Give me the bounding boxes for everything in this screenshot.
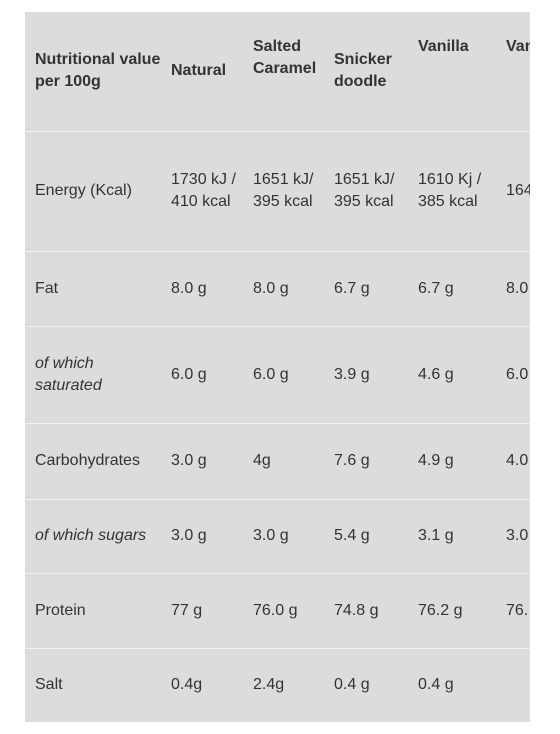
header-nutrient: Nutritional value per 100g [25, 12, 161, 132]
table-cell: 76.2 g [408, 573, 496, 649]
table-cell: 4.9 g [408, 423, 496, 500]
table-cell: 1610 Kj / 385 kcal [408, 131, 496, 252]
table-row: of which saturated 6.0 g 6.0 g 3.9 g 4.6… [25, 326, 530, 424]
table-cell: 0.4 g [334, 676, 370, 694]
nutrition-table-container[interactable]: Nutritional value per 100g Natural Salte… [25, 12, 530, 722]
table-cell: 3.1 g [408, 499, 496, 574]
header-flavor-vanilla-pea: Vanilla Pea [496, 12, 530, 132]
table-row: Carbohydrates 3.0 g 4g 7.6 g 4.9 g 4.0 [25, 423, 530, 500]
table-cell: 74.8 g [324, 573, 408, 649]
table-cell: 164 392 [496, 131, 530, 252]
table-cell: 8.0 [496, 251, 530, 327]
table-cell: 3.0 g [243, 499, 324, 574]
row-label-salt: Salt [35, 676, 63, 694]
header-flavor-salted-caramel: Salted Caramel [243, 12, 324, 132]
table-cell: 3.9 g [324, 326, 408, 424]
table-header-row: Nutritional value per 100g Natural Salte… [25, 12, 530, 132]
header-flavor-natural: Natural [161, 12, 243, 132]
table-cell: 6.0 [496, 326, 530, 424]
table-row: Protein 77 g 76.0 g 74.8 g 76.2 g 76. [25, 573, 530, 649]
table-cell: 4.6 g [408, 326, 496, 424]
table-cell: 76.0 g [243, 573, 324, 649]
table-cell: 8.0 g [243, 251, 324, 327]
table-row: Energy (Kcal) 1730 kJ / 410 kcal 1651 kJ… [25, 131, 530, 252]
table-cell: 3.0 g [161, 499, 243, 574]
table-cell: 3.0 [496, 499, 530, 574]
table-cell [496, 648, 530, 722]
table-cell: 2.4g [253, 676, 285, 694]
table-cell: 0.4g [171, 676, 203, 694]
table-cell: 76. [496, 573, 530, 649]
table-cell: 5.4 g [324, 499, 408, 574]
table-row: Fat 8.0 g 8.0 g 6.7 g 6.7 g 8.0 [25, 251, 530, 327]
table-cell: 7.6 g [324, 423, 408, 500]
row-label-energy: Energy (Kcal) [25, 131, 161, 252]
table-cell: 4g [243, 423, 324, 500]
table-row: Salt 0.4g 2.4g 0.4 g 0.4 g [25, 648, 530, 722]
row-label-fat: Fat [25, 251, 161, 327]
table-cell: 6.7 g [408, 251, 496, 327]
table-cell: 6.7 g [324, 251, 408, 327]
row-label-protein: Protein [25, 573, 161, 649]
row-label-sugars: of which sugars [25, 499, 161, 574]
table-cell: 8.0 g [161, 251, 243, 327]
table-cell: 1651 kJ/ 395 kcal [324, 131, 408, 252]
table-cell: 1651 kJ/ 395 kcal [243, 131, 324, 252]
table-cell: 4.0 [496, 423, 530, 500]
table-cell: 6.0 g [243, 326, 324, 424]
row-label-carbohydrates: Carbohydrates [25, 423, 161, 500]
table-cell: 3.0 g [161, 423, 243, 500]
table-cell: 1730 kJ / 410 kcal [161, 131, 243, 252]
table-row: of which sugars 3.0 g 3.0 g 5.4 g 3.1 g … [25, 499, 530, 574]
row-label-saturated: of which saturated [25, 326, 161, 424]
table-cell: 0.4 g [418, 676, 454, 694]
header-flavor-vanilla: Vanilla [408, 12, 496, 132]
header-flavor-snickerdoodle: Snicker doodle [324, 12, 408, 132]
table-cell: 77 g [161, 573, 243, 649]
nutrition-table: Nutritional value per 100g Natural Salte… [25, 12, 530, 722]
table-cell: 6.0 g [161, 326, 243, 424]
